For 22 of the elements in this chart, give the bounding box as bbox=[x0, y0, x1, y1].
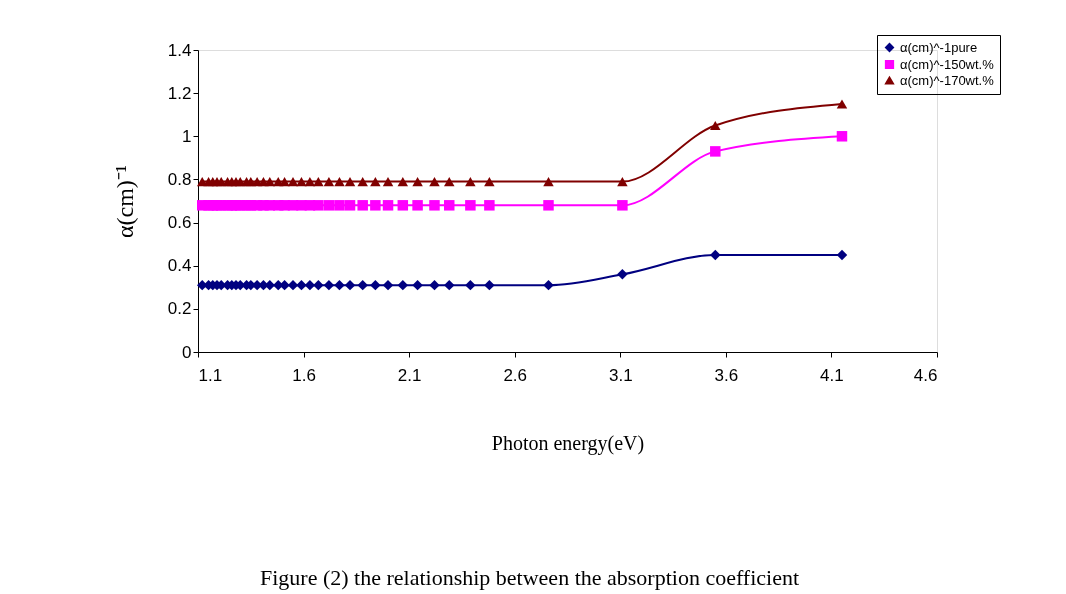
x-axis-title: Photon energy(eV) bbox=[491, 431, 645, 455]
y-tick-label: 0 bbox=[182, 342, 192, 362]
x-tick-label: 3.6 bbox=[714, 365, 739, 385]
legend-label: α(cm)^-1pure bbox=[900, 39, 978, 55]
x-tick-label: 1.6 bbox=[292, 365, 316, 385]
x-tick-label: 4.1 bbox=[820, 365, 844, 385]
y-tick-label: 1.2 bbox=[167, 83, 192, 103]
y-tick-label: 1.4 bbox=[167, 40, 192, 60]
y-tick-label: 0.8 bbox=[167, 169, 192, 189]
y-tick-label: 0.4 bbox=[167, 256, 192, 276]
x-tick-label: 1.1 bbox=[198, 365, 223, 385]
x-tick-label: 2.1 bbox=[397, 365, 422, 385]
legend-label: α(cm)^-170wt.% bbox=[900, 72, 995, 88]
y-tick-label: 0.6 bbox=[167, 213, 192, 233]
y-axis-title: α(cm)⁻¹ bbox=[111, 164, 138, 239]
y-tick-label: 1 bbox=[182, 126, 192, 146]
text: Figure (2) the relationship between the absorption coefficient bbox=[260, 565, 800, 590]
legend-label: α(cm)^-150wt.% bbox=[900, 56, 995, 72]
x-tick-label: 3.1 bbox=[608, 365, 633, 385]
x-tick-label: 2.6 bbox=[503, 365, 528, 385]
y-tick-label: 0.2 bbox=[167, 299, 192, 319]
x-tick-label: 4.6 bbox=[913, 365, 938, 385]
